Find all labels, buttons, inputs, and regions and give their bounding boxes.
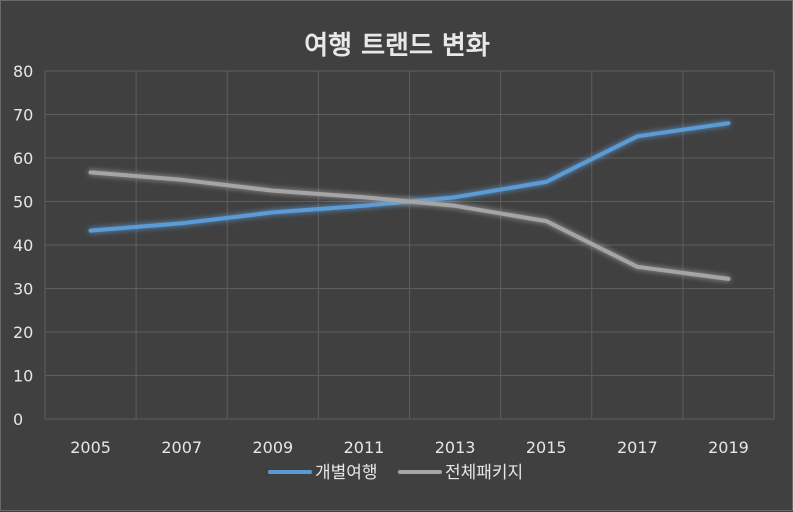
x-axis: 2005 2007 2009 2011 2013 2015 2017 2019 — [70, 438, 749, 457]
x-tick-label: 2011 — [344, 438, 385, 457]
x-tick-label: 2015 — [526, 438, 567, 457]
y-tick-label: 10 — [13, 367, 33, 386]
legend: 개별여행 전체패키지 — [270, 463, 523, 483]
y-tick-label: 30 — [13, 280, 33, 299]
legend-label: 개별여행 — [315, 463, 378, 483]
y-axis: 0 10 20 30 40 50 60 70 80 — [13, 62, 33, 429]
x-tick-label: 2019 — [708, 438, 749, 457]
grid — [45, 71, 774, 419]
x-tick-label: 2009 — [252, 438, 293, 457]
y-tick-label: 80 — [13, 62, 33, 81]
x-tick-label: 2017 — [617, 438, 658, 457]
x-tick-label: 2013 — [435, 438, 476, 457]
y-tick-label: 70 — [13, 106, 33, 125]
y-tick-label: 40 — [13, 236, 33, 255]
y-tick-label: 20 — [13, 323, 33, 342]
chart-title: 여행 트랜드 변화 — [304, 31, 490, 61]
x-tick-label: 2007 — [161, 438, 202, 457]
y-tick-label: 60 — [13, 149, 33, 168]
y-tick-label: 50 — [13, 193, 33, 212]
legend-label: 전체패키지 — [445, 463, 523, 483]
y-tick-label: 0 — [13, 410, 23, 429]
x-tick-label: 2005 — [70, 438, 111, 457]
